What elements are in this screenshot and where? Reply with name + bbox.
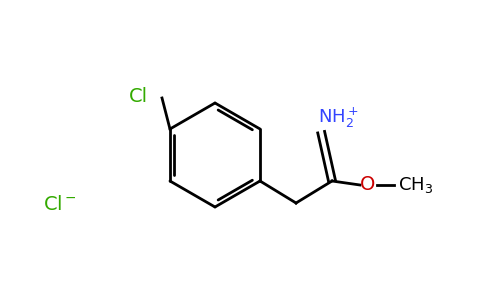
Text: Cl: Cl xyxy=(129,88,148,106)
Text: O: O xyxy=(360,176,376,194)
Text: $\mathregular{NH_2^+}$: $\mathregular{NH_2^+}$ xyxy=(318,106,359,130)
Text: $\mathregular{Cl^-}$: $\mathregular{Cl^-}$ xyxy=(43,196,77,214)
Text: $\mathregular{CH_3}$: $\mathregular{CH_3}$ xyxy=(398,175,433,195)
